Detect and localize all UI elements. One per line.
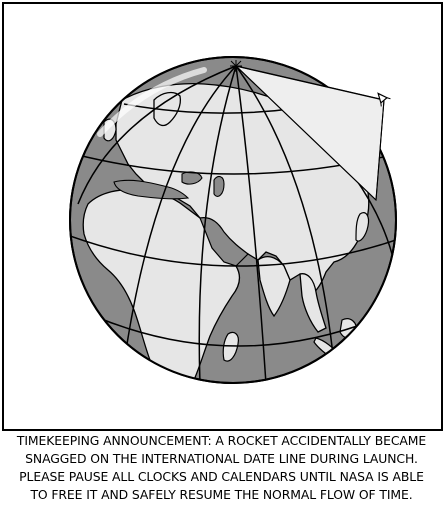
rocket-icon — [377, 92, 391, 107]
latitude-line — [70, 235, 396, 267]
caption-line: TIMEKEEPING ANNOUNCEMENT: A ROCKET ACCID… — [16, 433, 427, 448]
land-southeast-asia — [299, 273, 327, 333]
land-africa — [82, 188, 241, 383]
land-caspian-sea — [213, 175, 225, 197]
longitude-line — [235, 65, 267, 383]
caption-line: SNAGGED ON THE INTERNATIONAL DATE LINE D… — [25, 451, 418, 466]
pole-marker — [230, 60, 242, 72]
longitude-line — [77, 65, 237, 205]
land-greenland — [93, 75, 125, 100]
longitude-line — [235, 65, 335, 365]
caption-line: TO FREE IT AND SAFELY RESUME THE NORMAL … — [30, 487, 413, 502]
snagged-date-line — [234, 65, 385, 202]
land-japan — [355, 212, 370, 242]
globe-highlight — [97, 67, 207, 137]
land-mediterranean — [113, 179, 190, 200]
caption-line: PLEASE PAUSE ALL CLOCKS AND CALENDARS UN… — [19, 469, 424, 484]
longitude-line — [198, 65, 237, 383]
land-scandinavia — [153, 91, 182, 127]
land-arabia — [199, 217, 249, 267]
globe-graticule — [70, 65, 396, 383]
globe-drawing — [69, 56, 397, 384]
longitude-line — [123, 65, 237, 365]
land-india — [257, 255, 291, 318]
comic-panel — [2, 2, 443, 431]
caption: TIMEKEEPING ANNOUNCEMENT: A ROCKET ACCID… — [0, 432, 443, 504]
